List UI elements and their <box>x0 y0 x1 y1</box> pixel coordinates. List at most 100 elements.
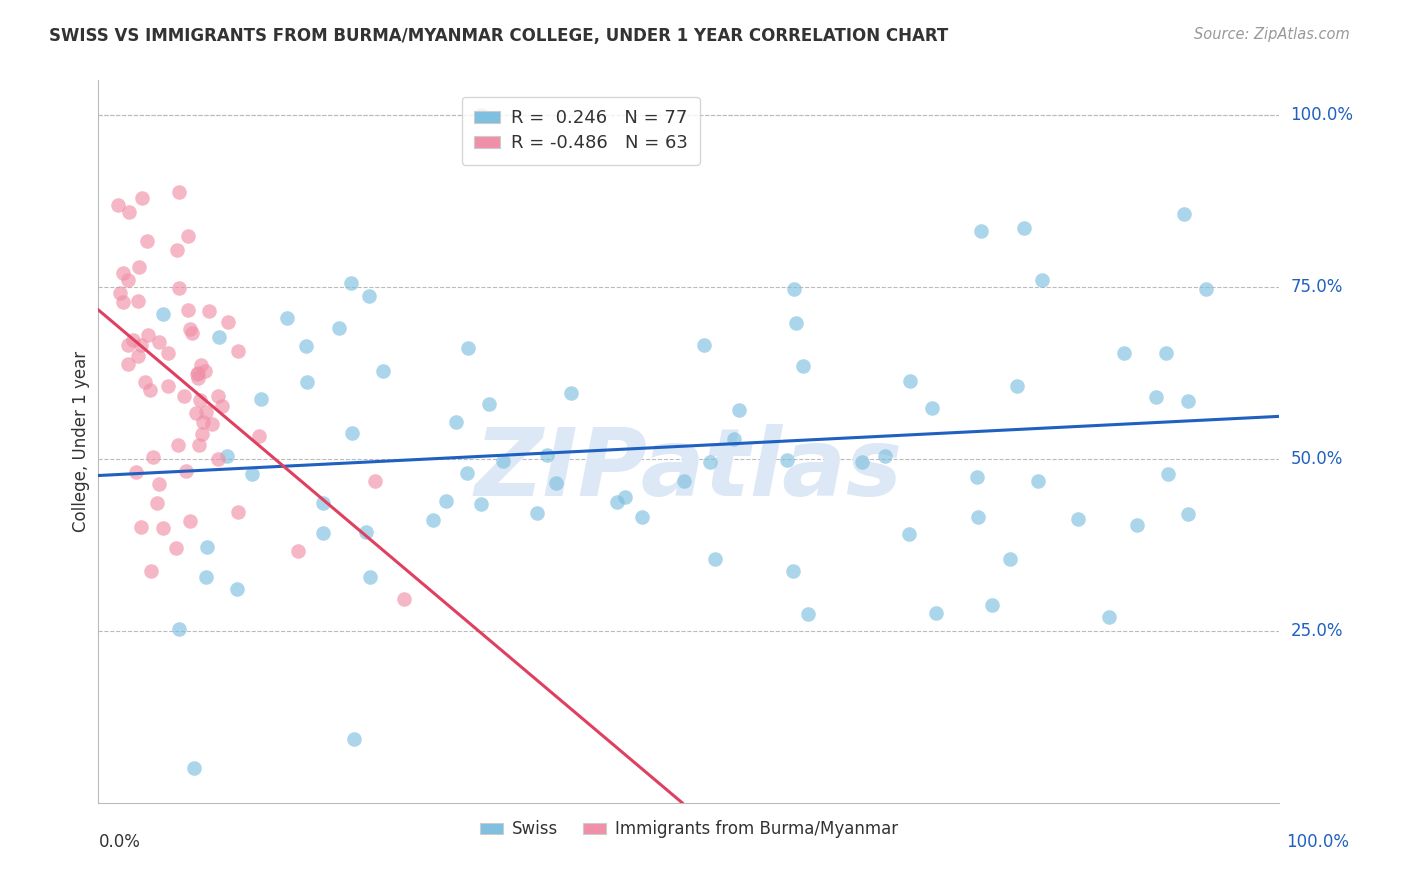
Point <box>167 281 190 295</box>
Point <box>207 389 229 403</box>
Point <box>1173 207 1195 221</box>
Point <box>364 474 387 488</box>
Point <box>1028 475 1050 489</box>
Point <box>966 470 988 484</box>
Point <box>181 326 204 340</box>
Point <box>166 244 188 258</box>
Point <box>723 432 745 446</box>
Text: ZIPatlas: ZIPatlas <box>475 425 903 516</box>
Point <box>544 475 567 490</box>
Text: 0.0%: 0.0% <box>98 833 141 851</box>
Point <box>183 761 205 775</box>
Point <box>1112 346 1135 360</box>
Point <box>134 376 156 390</box>
Point <box>287 544 309 558</box>
Point <box>343 731 366 746</box>
Point <box>392 592 415 607</box>
Point <box>179 322 201 336</box>
Point <box>118 204 141 219</box>
Point <box>1157 467 1180 482</box>
Text: Source: ZipAtlas.com: Source: ZipAtlas.com <box>1194 27 1350 42</box>
Point <box>179 514 201 528</box>
Point <box>177 303 200 318</box>
Point <box>478 397 501 411</box>
Point <box>197 303 219 318</box>
Point <box>328 321 350 335</box>
Point <box>970 224 993 238</box>
Text: 75.0%: 75.0% <box>1291 277 1343 296</box>
Point <box>148 334 170 349</box>
Legend: Swiss, Immigrants from Burma/Myanmar: Swiss, Immigrants from Burma/Myanmar <box>474 814 904 845</box>
Point <box>117 357 139 371</box>
Point <box>782 564 804 578</box>
Point <box>190 358 212 372</box>
Text: SWISS VS IMMIGRANTS FROM BURMA/MYANMAR COLLEGE, UNDER 1 YEAR CORRELATION CHART: SWISS VS IMMIGRANTS FROM BURMA/MYANMAR C… <box>49 27 949 45</box>
Point <box>359 570 381 584</box>
Point <box>186 367 208 381</box>
Point <box>704 552 727 566</box>
Point <box>294 339 316 353</box>
Point <box>792 359 814 373</box>
Point <box>191 426 214 441</box>
Point <box>169 185 191 199</box>
Point <box>157 346 180 360</box>
Point <box>470 497 492 511</box>
Point <box>1126 518 1149 533</box>
Point <box>357 289 380 303</box>
Point <box>998 551 1021 566</box>
Point <box>373 363 395 377</box>
Point <box>631 509 654 524</box>
Point <box>606 494 628 508</box>
Point <box>247 429 270 443</box>
Point <box>184 406 207 420</box>
Point <box>124 465 146 479</box>
Point <box>195 540 218 554</box>
Point <box>169 622 191 636</box>
Point <box>188 392 211 407</box>
Point <box>195 405 218 419</box>
Point <box>492 454 515 468</box>
Point <box>156 378 179 392</box>
Point <box>131 338 153 352</box>
Y-axis label: College, Under 1 year: College, Under 1 year <box>72 351 90 533</box>
Point <box>225 582 247 596</box>
Point <box>434 494 457 508</box>
Point <box>173 388 195 402</box>
Point <box>1177 507 1199 521</box>
Point <box>167 437 190 451</box>
Point <box>217 315 239 329</box>
Point <box>191 415 214 429</box>
Point <box>1067 512 1090 526</box>
Point <box>444 415 467 429</box>
Point <box>354 524 377 539</box>
Point <box>177 228 200 243</box>
Point <box>129 519 152 533</box>
Point <box>422 513 444 527</box>
Point <box>187 438 209 452</box>
Point <box>187 366 209 380</box>
Point <box>1031 273 1053 287</box>
Point <box>226 344 249 359</box>
Point <box>1005 379 1028 393</box>
Point <box>981 599 1004 613</box>
Point <box>873 449 896 463</box>
Point <box>897 527 920 541</box>
Point <box>1097 609 1119 624</box>
Point <box>851 455 873 469</box>
Point <box>211 399 233 413</box>
Point <box>108 285 131 300</box>
Point <box>127 293 149 308</box>
Point <box>152 520 174 534</box>
Point <box>1154 346 1177 360</box>
Point <box>117 273 139 287</box>
Point <box>560 385 582 400</box>
Point <box>536 448 558 462</box>
Point <box>783 282 806 296</box>
Point <box>967 509 990 524</box>
Text: 25.0%: 25.0% <box>1291 622 1343 640</box>
Point <box>776 453 799 467</box>
Point <box>145 496 167 510</box>
Point <box>139 565 162 579</box>
Text: 100.0%: 100.0% <box>1291 105 1354 124</box>
Point <box>693 337 716 351</box>
